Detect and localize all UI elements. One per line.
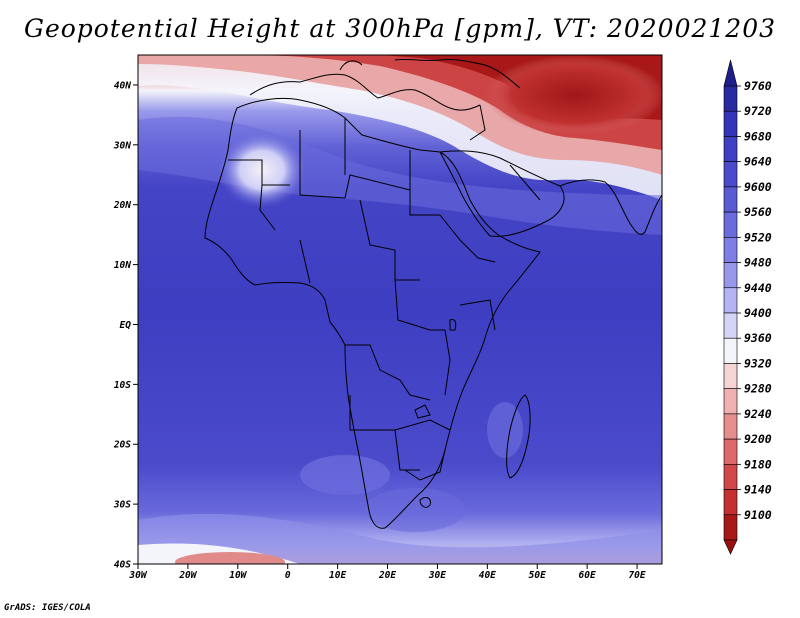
colorbar-label: 9180 xyxy=(744,457,772,471)
longitude-axis: 30W 20W 10W 0 10E 20E 30E 40E 50E 60E 70E xyxy=(128,564,646,581)
lon-tick-label: 70E xyxy=(628,570,645,581)
lon-tick-label: 10W xyxy=(229,570,247,581)
colorbar-segment xyxy=(723,514,738,541)
lon-tick-label: 20W xyxy=(178,570,197,581)
colorbar-arrow-top xyxy=(723,59,738,87)
colorbar-segment xyxy=(723,161,738,188)
coastlines xyxy=(204,58,662,529)
lon-tick-label: 30W xyxy=(128,570,147,581)
colorbar-label: 9240 xyxy=(744,407,772,421)
colorbar-label: 9360 xyxy=(744,331,772,345)
color-legend: 9760 9720 9680 9640 9600 9560 9520 9480 9440 9400… xyxy=(723,59,772,555)
colorbar-segment xyxy=(723,312,738,339)
colorbar-label: 9200 xyxy=(744,432,772,446)
colorbar-segment xyxy=(723,211,738,238)
colorbar-label: 9480 xyxy=(744,256,772,270)
colorbar-label: 9320 xyxy=(744,356,772,370)
colorbar-label: 9680 xyxy=(744,129,772,143)
lat-tick-label: 20S xyxy=(113,440,131,451)
contour-field xyxy=(138,55,662,564)
colorbar-label: 9720 xyxy=(744,104,772,118)
lat-tick-label: 10N xyxy=(114,260,131,271)
colorbar-label: 9280 xyxy=(744,382,772,396)
colorbar-label: 9760 xyxy=(744,79,772,93)
colorbar-label: 9600 xyxy=(744,180,772,194)
colorbar-label: 9400 xyxy=(744,306,772,320)
colorbar-segment xyxy=(723,287,738,314)
lat-tick-label: 40N xyxy=(114,80,131,91)
colorbar-segment xyxy=(723,237,738,263)
lat-tick-label: 10S xyxy=(114,380,131,391)
lon-tick-label: 60E xyxy=(579,570,596,581)
colorbar-label: 9640 xyxy=(744,155,772,169)
lon-tick-label: 40E xyxy=(479,570,496,581)
colorbar-label: 9140 xyxy=(744,483,772,497)
colorbar-arrow-bottom xyxy=(723,539,738,555)
colorbar-segment xyxy=(723,438,738,465)
lon-tick-label: 0 xyxy=(285,570,291,581)
colorbar-label: 9520 xyxy=(744,230,772,244)
colorbar-segment xyxy=(723,85,738,112)
lat-tick-label: 20N xyxy=(113,200,131,211)
colorbar-label: 9100 xyxy=(744,508,772,522)
lat-tick-label: 30N xyxy=(113,140,131,151)
lon-tick-label: 30E xyxy=(428,570,446,581)
chart-title: Geopotential Height at 300hPa [gpm], VT:… xyxy=(23,14,777,43)
credit-label: GrADS: IGES/COLA xyxy=(4,603,91,613)
colorbar-label: 9440 xyxy=(744,281,772,295)
lon-tick-label: 10E xyxy=(329,570,346,581)
colorbar-segment xyxy=(723,489,738,516)
colorbar-segment xyxy=(723,363,738,389)
colorbar-segment xyxy=(723,388,738,415)
colorbar-segment xyxy=(723,464,738,490)
colorbar-segment xyxy=(723,262,738,289)
colorbar-segment xyxy=(723,186,738,213)
lat-tick-label: 40S xyxy=(114,560,131,571)
lon-tick-label: 20E xyxy=(378,570,396,581)
lon-tick-label: 50E xyxy=(529,570,546,581)
lat-tick-label: 30S xyxy=(113,500,131,511)
lat-tick-label: EQ xyxy=(120,320,132,331)
latitude-axis: 40N 30N 20N 10N EQ 10S 20S 30S 40S xyxy=(113,80,138,571)
colorbar-label: 9560 xyxy=(744,205,772,219)
colorbar-segment xyxy=(723,337,738,364)
colorbar-segment xyxy=(723,136,738,162)
colorbar-segment xyxy=(723,413,738,440)
colorbar-segment xyxy=(723,110,738,137)
